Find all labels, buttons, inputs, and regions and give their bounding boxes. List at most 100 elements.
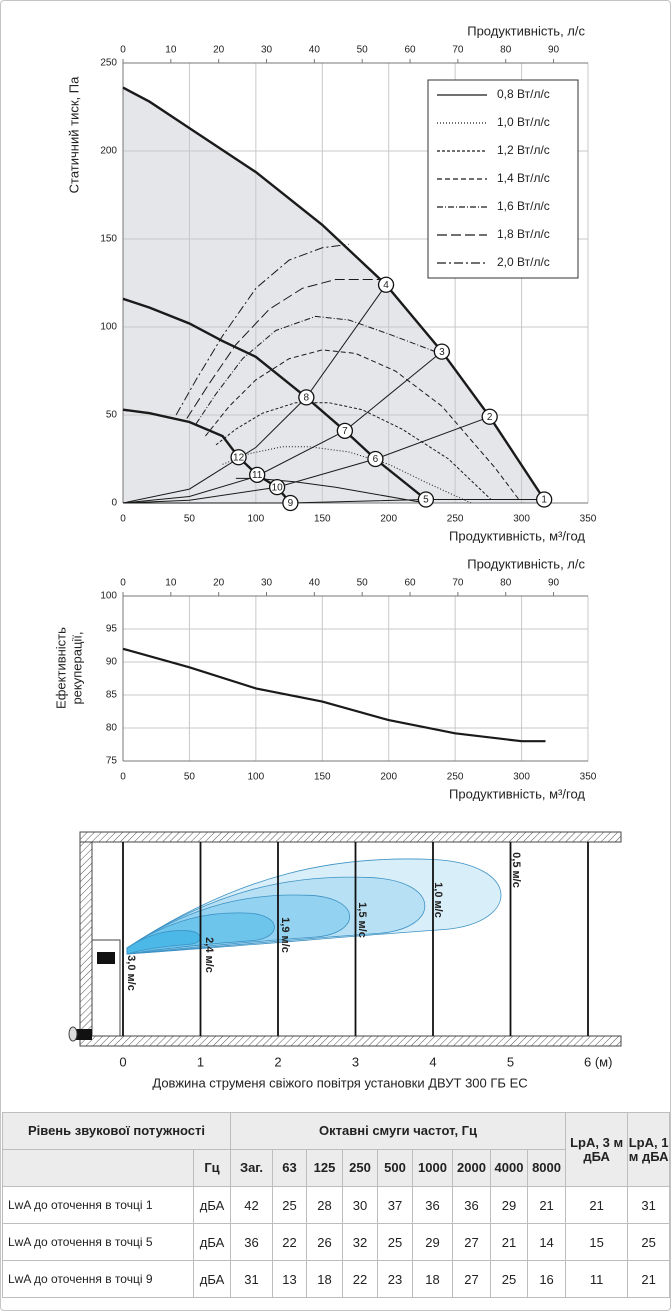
table-cell: 11 [566, 1261, 628, 1298]
floor [80, 1036, 621, 1046]
table-cell: 18 [307, 1261, 343, 1298]
y-tick-label: 250 [100, 58, 117, 69]
point-label: 11 [252, 470, 263, 481]
point-label: 2 [487, 412, 493, 423]
point-label: 3 [439, 347, 445, 358]
x-tick-label: 50 [184, 772, 196, 783]
x2-tick-label: 70 [452, 45, 464, 56]
distance-label: 3 [352, 1054, 359, 1069]
jet-diagram: 0123456 (м)3,0 м/с2,4 м/с1,9 м/с1,5 м/с1… [69, 832, 621, 1090]
x2-tick-label: 50 [357, 578, 369, 589]
x2-tick-label: 70 [452, 578, 464, 589]
x2-tick-label: 50 [357, 45, 369, 56]
x2-axis-title: Продуктивність, л/с [467, 23, 585, 38]
distance-label: 1 [197, 1054, 204, 1069]
distance-label: 2 [274, 1054, 281, 1069]
table-cell: 27 [453, 1224, 491, 1261]
table-cell: 14 [528, 1224, 566, 1261]
x-tick-label: 0 [120, 772, 126, 783]
x2-tick-label: 40 [309, 578, 321, 589]
y-tick-label: 85 [106, 690, 118, 701]
x-tick-label: 0 [120, 514, 126, 525]
y-tick-label: 75 [106, 756, 118, 767]
table-cell: 25 [273, 1187, 307, 1224]
header-cell: Заг. [231, 1150, 273, 1187]
table-cell: дБА [194, 1224, 231, 1261]
y-tick-label: 80 [106, 723, 118, 734]
sound-table: Рівень звукової потужностіОктавні смуги … [2, 1112, 670, 1298]
header-cell: 4000 [491, 1150, 528, 1187]
x2-tick-label: 30 [261, 45, 273, 56]
table-cell: 36 [453, 1187, 491, 1224]
y-axis-title: Ефективність [53, 627, 68, 709]
point-label: 5 [423, 495, 429, 506]
x-axis-title: Продуктивність, м³/год [449, 528, 585, 543]
table-cell: 31 [628, 1187, 670, 1224]
y-tick-label: 50 [106, 410, 118, 421]
velocity-label: 0,5 м/с [510, 852, 522, 888]
point-label: 4 [383, 280, 389, 291]
table-cell: 26 [307, 1224, 343, 1261]
wall [80, 842, 92, 1036]
table-cell: 30 [343, 1187, 378, 1224]
x-tick-label: 200 [380, 772, 397, 783]
header-cell: 500 [378, 1150, 413, 1187]
x-tick-label: 300 [513, 772, 530, 783]
table-cell: 25 [378, 1224, 413, 1261]
table-cell: 15 [566, 1224, 628, 1261]
velocity-label: 2,4 м/с [203, 937, 215, 973]
header-cell: 125 [307, 1150, 343, 1187]
table-cell: 13 [273, 1261, 307, 1298]
table-cell: LwA до оточення в точці 1 [3, 1187, 194, 1224]
x2-tick-label: 10 [165, 45, 177, 56]
y-axis-title: рекуперації, [69, 631, 84, 704]
point-label: 10 [272, 482, 284, 493]
header-cell: 1000 [413, 1150, 453, 1187]
header-cell: 2000 [453, 1150, 491, 1187]
table-cell: 25 [491, 1261, 528, 1298]
x2-tick-label: 30 [261, 578, 273, 589]
x-tick-label: 250 [447, 772, 464, 783]
distance-label: 6 (м) [584, 1054, 612, 1069]
table-cell: LwA до оточення в точці 5 [3, 1224, 194, 1261]
y-tick-label: 100 [100, 322, 117, 333]
point-label: 12 [233, 452, 245, 463]
header-cell: 63 [273, 1150, 307, 1187]
y-tick-label: 100 [100, 591, 117, 602]
table-cell: дБА [194, 1187, 231, 1224]
table-cell: 21 [528, 1187, 566, 1224]
table-cell: 21 [628, 1261, 670, 1298]
x2-tick-label: 80 [500, 45, 512, 56]
x-tick-label: 300 [513, 514, 530, 525]
x2-tick-label: 20 [213, 578, 225, 589]
x-tick-label: 100 [248, 772, 265, 783]
y-tick-label: 200 [100, 146, 117, 157]
y-tick-label: 90 [106, 657, 118, 668]
table-cell: 29 [413, 1224, 453, 1261]
table-cell: дБА [194, 1261, 231, 1298]
x-tick-label: 200 [380, 514, 397, 525]
table-cell: 29 [491, 1187, 528, 1224]
header-cell: LpA, 1 м дБА [628, 1113, 670, 1187]
x2-tick-label: 90 [548, 578, 560, 589]
distance-label: 5 [507, 1054, 514, 1069]
distance-label: 4 [429, 1054, 436, 1069]
x2-axis-title: Продуктивність, л/с [467, 556, 585, 571]
table-cell: 18 [413, 1261, 453, 1298]
header-cell: 8000 [528, 1150, 566, 1187]
charts: 0123456 (м)3,0 м/с2,4 м/с1,9 м/с1,5 м/с1… [0, 0, 671, 1105]
table-cell: 25 [628, 1224, 670, 1261]
table-cell: 42 [231, 1187, 273, 1224]
header-cell: LpA, 3 м дБА [566, 1113, 628, 1187]
table-cell: 22 [273, 1224, 307, 1261]
table-cell: 23 [378, 1261, 413, 1298]
legend-label: 1,6 Вт/л/с [497, 199, 550, 213]
table-cell: 27 [453, 1261, 491, 1298]
legend-label: 0,8 Вт/л/с [497, 87, 550, 101]
header-cell [3, 1150, 194, 1187]
x-tick-label: 150 [314, 772, 331, 783]
point-label: 9 [288, 498, 294, 509]
velocity-label: 1,5 м/с [356, 902, 368, 938]
point-label: 7 [342, 426, 348, 437]
velocity-label: 3,0 м/с [125, 955, 137, 991]
